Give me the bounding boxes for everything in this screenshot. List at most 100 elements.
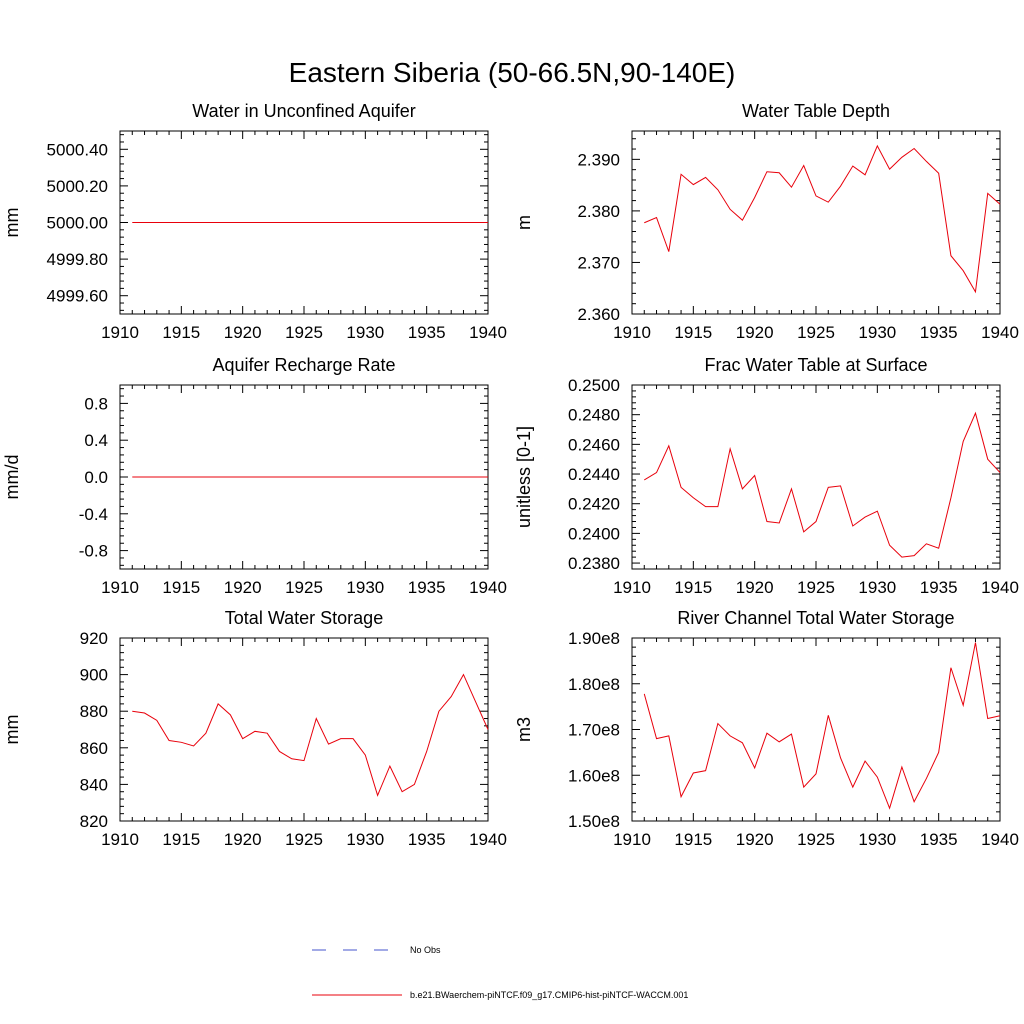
y-tick-label: 0.2500 xyxy=(568,376,620,395)
y-tick-label: 0.4 xyxy=(84,431,108,450)
x-tick-label: 1940 xyxy=(981,830,1019,849)
y-tick-label: -0.4 xyxy=(79,505,108,524)
panel-title: Water in Unconfined Aquifer xyxy=(192,101,415,121)
x-tick-label: 1935 xyxy=(920,323,958,342)
y-tick-label: 5000.20 xyxy=(47,177,108,196)
x-tick-label: 1910 xyxy=(101,830,139,849)
x-tick-label: 1925 xyxy=(285,323,323,342)
y-tick-label: 1.90e8 xyxy=(568,629,620,648)
x-tick-label: 1920 xyxy=(224,578,262,597)
legend-obs-label: No Obs xyxy=(410,945,441,955)
y-axis-label: m xyxy=(514,215,534,230)
y-axis-label: mm xyxy=(2,715,22,745)
x-tick-label: 1935 xyxy=(408,578,446,597)
x-tick-label: 1920 xyxy=(224,323,262,342)
x-tick-label: 1920 xyxy=(736,830,774,849)
y-tick-label: 2.370 xyxy=(577,253,620,272)
x-tick-label: 1910 xyxy=(613,830,651,849)
x-tick-label: 1910 xyxy=(101,578,139,597)
x-tick-label: 1915 xyxy=(162,323,200,342)
x-tick-label: 1930 xyxy=(858,578,896,597)
y-axis-label: unitless [0-1] xyxy=(514,426,534,528)
x-tick-label: 1930 xyxy=(858,323,896,342)
y-tick-label: 2.390 xyxy=(577,150,620,169)
figure-title: Eastern Siberia (50-66.5N,90-140E) xyxy=(289,57,736,88)
y-tick-label: 4999.60 xyxy=(47,287,108,306)
y-tick-label: 880 xyxy=(80,702,108,721)
x-tick-label: 1915 xyxy=(674,830,712,849)
panel-title: Total Water Storage xyxy=(225,608,383,628)
y-axis-label: mm/d xyxy=(2,455,22,500)
y-tick-label: 0.0 xyxy=(84,468,108,487)
y-tick-label: 0.8 xyxy=(84,394,108,413)
x-tick-label: 1925 xyxy=(285,830,323,849)
x-tick-label: 1920 xyxy=(736,323,774,342)
legend-model-label: b.e21.BWaerchem-piNTCF.f09_g17.CMIP6-his… xyxy=(410,990,688,1000)
x-tick-label: 1925 xyxy=(797,323,835,342)
y-tick-label: 4999.80 xyxy=(47,250,108,269)
x-tick-label: 1910 xyxy=(613,578,651,597)
x-tick-label: 1940 xyxy=(981,578,1019,597)
y-tick-label: 820 xyxy=(80,812,108,831)
y-tick-label: 5000.40 xyxy=(47,140,108,159)
x-tick-label: 1935 xyxy=(408,830,446,849)
x-tick-label: 1930 xyxy=(346,578,384,597)
x-tick-label: 1915 xyxy=(162,578,200,597)
x-tick-label: 1925 xyxy=(797,830,835,849)
x-tick-label: 1910 xyxy=(613,323,651,342)
panel-title: River Channel Total Water Storage xyxy=(677,608,954,628)
x-tick-label: 1915 xyxy=(674,578,712,597)
series-line xyxy=(644,411,1001,558)
x-tick-label: 1940 xyxy=(469,830,507,849)
x-tick-label: 1940 xyxy=(469,323,507,342)
y-tick-label: 0.2440 xyxy=(568,465,620,484)
x-tick-label: 1940 xyxy=(469,578,507,597)
x-tick-label: 1935 xyxy=(920,830,958,849)
series-line xyxy=(643,642,1001,810)
x-tick-label: 1925 xyxy=(285,578,323,597)
x-tick-label: 1935 xyxy=(920,578,958,597)
y-tick-label: 2.360 xyxy=(577,305,620,324)
series-line xyxy=(132,673,489,797)
y-axis-label: mm xyxy=(2,208,22,238)
y-tick-label: 0.2420 xyxy=(568,495,620,514)
panel-3: Frac Water Table at Surface unitless [0-1… xyxy=(514,355,1019,597)
panel-1: Water Table Depth m 1910 1915 1920 1925 1930 19… xyxy=(514,101,1019,342)
plot-frame xyxy=(631,130,1001,315)
legend: No Obs b.e21.BWaerchem-piNTCF.f09_g17.CM… xyxy=(312,945,688,1000)
x-tick-label: 1930 xyxy=(858,830,896,849)
panel-title: Frac Water Table at Surface xyxy=(704,355,927,375)
panel-2: Aquifer Recharge Rate mm/d 1910 1915 1920 192… xyxy=(2,355,507,597)
y-tick-label: 0.2480 xyxy=(568,406,620,425)
x-tick-label: 1920 xyxy=(736,578,774,597)
y-tick-label: 860 xyxy=(80,739,108,758)
y-tick-label: 1.60e8 xyxy=(568,766,620,785)
panel-4: Total Water Storage mm 1910 1915 1920 1925 193… xyxy=(2,608,507,849)
y-tick-label: 0.2460 xyxy=(568,435,620,454)
y-tick-label: 1.70e8 xyxy=(568,721,620,740)
plot-frame xyxy=(631,637,1001,822)
x-tick-label: 1935 xyxy=(408,323,446,342)
y-axis-label: m3 xyxy=(514,717,534,742)
series-line xyxy=(644,144,1001,294)
x-tick-label: 1930 xyxy=(346,323,384,342)
panel-title: Water Table Depth xyxy=(742,101,890,121)
plot-frame xyxy=(119,637,489,822)
x-tick-label: 1925 xyxy=(797,578,835,597)
x-tick-label: 1940 xyxy=(981,323,1019,342)
x-tick-label: 1915 xyxy=(674,323,712,342)
y-tick-label: -0.8 xyxy=(79,542,108,561)
x-tick-label: 1920 xyxy=(224,830,262,849)
panel-title: Aquifer Recharge Rate xyxy=(212,355,395,375)
y-tick-label: 1.50e8 xyxy=(568,812,620,831)
x-tick-label: 1910 xyxy=(101,323,139,342)
panels: Water in Unconfined Aquifer mm 1910 1915 192… xyxy=(2,101,1019,849)
y-tick-label: 0.2400 xyxy=(568,524,620,543)
y-tick-label: 1.80e8 xyxy=(568,675,620,694)
y-tick-label: 920 xyxy=(80,629,108,648)
plot-frame xyxy=(631,384,1001,570)
y-tick-label: 2.380 xyxy=(577,202,620,221)
x-tick-label: 1915 xyxy=(162,830,200,849)
